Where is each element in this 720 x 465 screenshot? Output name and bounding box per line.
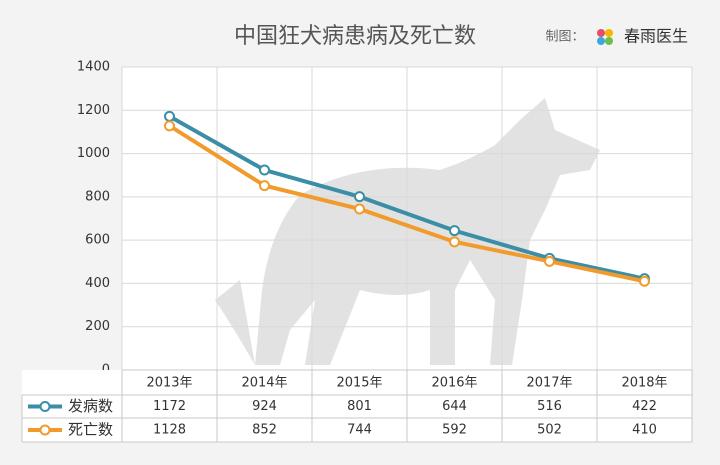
table-value: 1128 <box>153 423 186 438</box>
table-value: 516 <box>537 399 562 414</box>
point <box>639 275 650 287</box>
legend-marker <box>39 401 51 412</box>
table-value: 852 <box>252 423 277 438</box>
table-value: 924 <box>252 399 277 414</box>
table-value: 422 <box>632 399 657 414</box>
point <box>449 225 460 237</box>
table-value: 1172 <box>153 399 186 414</box>
point <box>449 236 460 248</box>
series-line <box>168 124 645 284</box>
point <box>164 110 175 122</box>
point <box>259 164 270 176</box>
x-tick-label: 2015年 <box>336 376 382 391</box>
credit-brand: 春雨医生 <box>624 27 688 46</box>
y-tick-label: 400 <box>85 276 110 291</box>
logo <box>597 29 613 45</box>
table-value: 410 <box>632 423 657 438</box>
table-value: 502 <box>537 423 562 438</box>
point <box>354 191 365 203</box>
chart-title: 中国狂犬病患病及死亡数 <box>234 24 476 49</box>
legend-label: 发病数 <box>68 397 113 415</box>
table-value: 744 <box>347 423 372 438</box>
series-line <box>168 114 645 281</box>
y-tick-label: 1200 <box>77 103 110 118</box>
x-tick-label: 2014年 <box>241 376 287 391</box>
y-tick-label: 200 <box>85 319 110 334</box>
x-tick-label: 2018年 <box>621 376 667 391</box>
x-tick-label: 2013年 <box>146 376 192 391</box>
table-value: 592 <box>442 423 467 438</box>
point <box>354 203 365 215</box>
y-tick-label: 600 <box>85 233 110 248</box>
x-tick-label: 2016年 <box>431 376 477 391</box>
y-tick-label: 800 <box>85 189 110 204</box>
legend-label: 死亡数 <box>68 421 113 439</box>
point <box>544 255 555 267</box>
credit-label: 制图： <box>545 30 584 45</box>
table-bg <box>22 370 692 442</box>
table-value: 801 <box>347 399 372 414</box>
table-value: 644 <box>442 399 467 414</box>
x-tick-label: 2017年 <box>526 376 572 391</box>
point <box>259 180 270 192</box>
point <box>164 120 175 132</box>
legend-marker <box>39 424 51 436</box>
y-tick-label: 1000 <box>77 146 110 161</box>
y-tick-label: 1400 <box>77 60 110 75</box>
